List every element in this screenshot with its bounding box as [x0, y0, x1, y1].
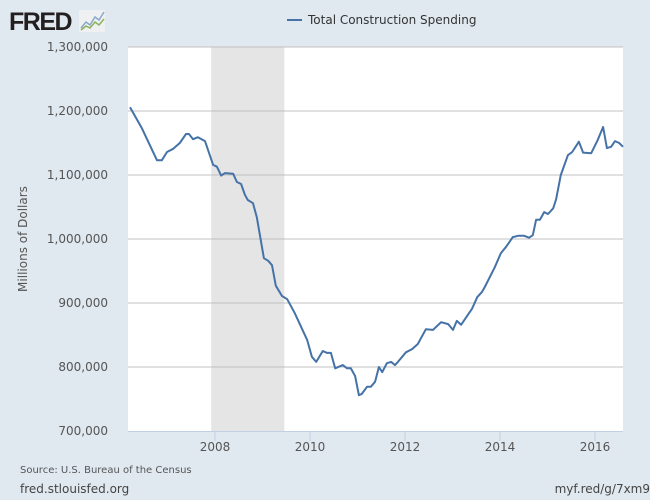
y-tick-label: 700,000	[58, 424, 108, 438]
short-url-link[interactable]: myf.red/g/7xm9	[554, 482, 650, 496]
y-tick-label: 900,000	[58, 296, 108, 310]
line-chart-icon	[78, 10, 105, 32]
x-tick-label: 2010	[295, 440, 326, 454]
x-tick-label: 2014	[485, 440, 516, 454]
logo-text: FRED	[9, 8, 73, 36]
y-tick-label: 1,300,000	[47, 40, 108, 54]
x-tick-label: 2012	[390, 440, 421, 454]
site-link[interactable]: fred.stlouisfed.org	[20, 482, 130, 496]
y-tick-label: 800,000	[58, 360, 108, 374]
source-note: Source: U.S. Bureau of the Census	[20, 465, 192, 476]
y-tick-label: 1,100,000	[47, 168, 108, 182]
x-tick-label: 2008	[200, 440, 231, 454]
x-tick-label: 2016	[580, 440, 611, 454]
y-tick-label: 1,200,000	[47, 104, 108, 118]
y-axis-title: Millions of Dollars	[16, 186, 30, 292]
fred-logo[interactable]: FRED	[9, 8, 105, 37]
y-tick-label: 1,000,000	[47, 232, 108, 246]
legend-label: Total Construction Spending	[307, 13, 476, 27]
series-line	[129, 106, 624, 397]
